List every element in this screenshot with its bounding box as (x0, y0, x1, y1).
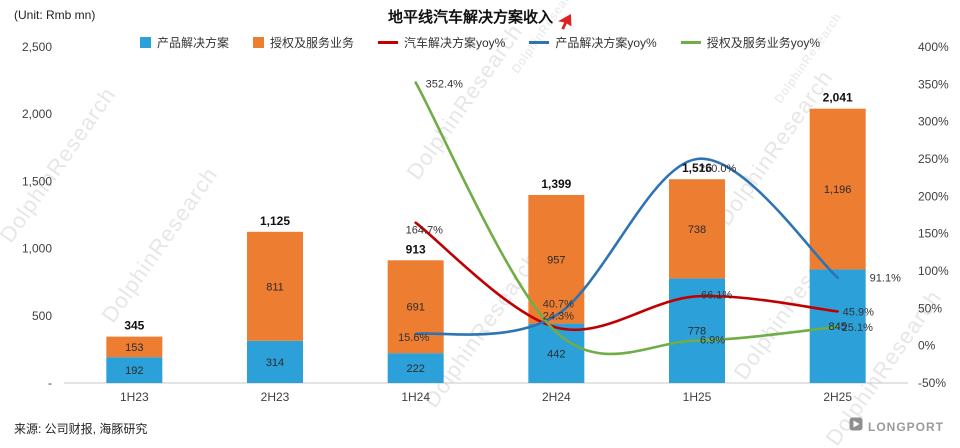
yoy-point-label: 24.3% (543, 311, 574, 323)
legend-square-swatch-0 (139, 37, 151, 48)
unit-label: (Unit: Rmb mn) (14, 8, 96, 22)
bar-segment-licensing (809, 108, 866, 270)
bar-value-label: 691 (406, 302, 424, 314)
bar-value-label: 845 (828, 321, 846, 333)
bar-value-label: 738 (688, 224, 706, 236)
x-axis-label: 1H24 (401, 390, 430, 404)
bar-value-label: 192 (125, 365, 143, 377)
yoy-point-label: 352.4% (426, 79, 464, 91)
x-axis-label: 2H24 (542, 390, 571, 404)
left-axis-tick: 1,500 (22, 174, 52, 188)
bar-segment-licensing (669, 179, 725, 279)
yoy-point-label: 91.1% (870, 273, 901, 285)
bar-value-label: 778 (688, 326, 706, 338)
red-arrow-icon (557, 13, 572, 35)
bar-segment-product (387, 353, 444, 383)
bar-segment-product (106, 357, 163, 383)
bar-value-label: 957 (547, 254, 565, 266)
bar-segment-product (247, 340, 303, 383)
right-axis-tick: -50% (918, 376, 946, 390)
yoy-line-0 (414, 221, 839, 332)
yoy-point-label: 25.1% (842, 322, 873, 334)
x-axis-label: 2H23 (261, 390, 290, 404)
yoy-point-label: 250.0% (699, 163, 737, 175)
left-axis-tick: 1,000 (22, 242, 52, 256)
chart-legend: 产品解决方案 授权及服务业务 汽车解决方案yoy% 产品解决方案yoy% 授权及服务业务… (0, 34, 960, 51)
legend-label: 授权及服务业务 (269, 36, 354, 50)
bar-total-label: 345 (124, 319, 144, 333)
bar-value-label: 811 (266, 281, 284, 293)
bar-total-label: 1,399 (541, 177, 571, 191)
right-axis-tick: 100% (918, 264, 949, 278)
right-axis-tick: 300% (918, 115, 949, 129)
longport-brand: LONGPORT (849, 417, 944, 436)
left-axis-tick: 500 (32, 309, 52, 323)
bar-total-label: 1,125 (260, 214, 290, 228)
legend-square-swatch-1 (252, 37, 264, 48)
x-axis-label: 2H25 (823, 390, 852, 404)
bar-value-label: 1,196 (824, 184, 852, 196)
yoy-point-label: 164.7% (406, 225, 444, 237)
legend-item-3[interactable]: 产品解决方案yoy% (529, 34, 657, 51)
yoy-line-2 (414, 81, 839, 356)
bar-segment-licensing (387, 260, 444, 354)
bar-value-label: 314 (266, 357, 284, 369)
source-note: 来源: 公司财报, 海豚研究 (14, 422, 148, 436)
bar-segment-licensing (106, 336, 163, 358)
right-axis-tick: 250% (918, 152, 949, 166)
left-axis-tick: 2,000 (22, 107, 52, 121)
right-axis-tick: 50% (918, 301, 942, 315)
legend-line-swatch-2 (377, 41, 398, 44)
bar-segment-licensing (528, 194, 585, 324)
longport-brand-text: LONGPORT (868, 419, 944, 434)
bar-value-label: 153 (125, 342, 143, 354)
legend-label: 汽车解决方案yoy% (403, 36, 506, 50)
legend-label: 授权及服务业务yoy% (706, 36, 821, 50)
x-axis-label: 1H23 (120, 390, 149, 404)
legend-item-4[interactable]: 授权及服务业务yoy% (680, 34, 821, 51)
right-axis-tick: 350% (918, 77, 949, 91)
right-axis-tick: 200% (918, 189, 949, 203)
legend-item-2[interactable]: 汽车解决方案yoy% (377, 34, 506, 51)
bar-total-label: 2,041 (823, 91, 853, 105)
yoy-point-label: 45.9% (843, 306, 874, 318)
left-axis-tick: - (48, 376, 52, 390)
yoy-point-label: 15.6% (398, 332, 429, 344)
chart-title: 地平线汽车解决方案收入 (387, 9, 553, 26)
left-axis-tick: 2,500 (22, 40, 52, 54)
right-axis-tick: 150% (918, 227, 949, 241)
legend-label: 产品解决方案yoy% (555, 36, 657, 50)
bar-total-label: 913 (406, 242, 426, 256)
bar-value-label: 442 (547, 348, 565, 360)
right-axis-tick: 0% (918, 339, 936, 353)
x-axis-label: 1H25 (683, 390, 712, 404)
title-row: 地平线汽车解决方案收入 (0, 6, 960, 30)
yoy-line-1 (414, 157, 839, 336)
bar-total-label: 1,516 (682, 161, 712, 175)
right-axis-tick: 400% (918, 40, 949, 54)
bar-segment-licensing (247, 231, 303, 341)
yoy-point-label: 6.9% (700, 335, 725, 347)
legend-item-0[interactable]: 产品解决方案 (139, 34, 229, 51)
legend-line-swatch-4 (680, 41, 701, 44)
legend-line-swatch-3 (529, 41, 550, 44)
bar-value-label: 222 (406, 363, 424, 375)
longport-logo-icon (849, 417, 863, 436)
yoy-point-label: 40.7% (543, 298, 574, 310)
yoy-point-label: 66.1% (701, 289, 732, 301)
legend-label: 产品解决方案 (156, 36, 229, 50)
legend-item-1[interactable]: 授权及服务业务 (252, 34, 354, 51)
